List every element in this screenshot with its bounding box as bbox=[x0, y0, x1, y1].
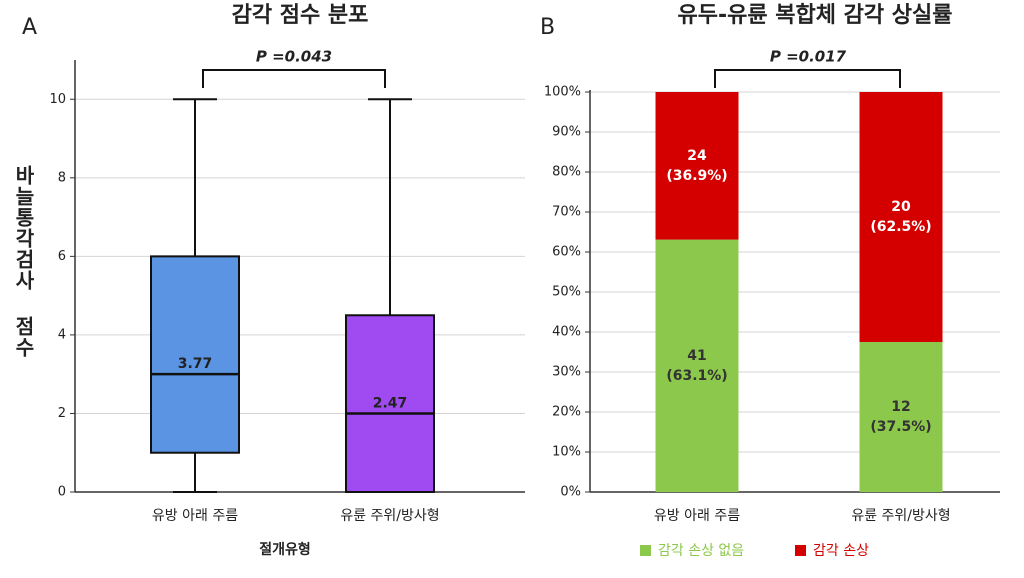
y-tick-label: 40% bbox=[552, 325, 581, 340]
x-tick-label: 유방 아래 주름 bbox=[152, 508, 238, 524]
y-tick-label: 90% bbox=[552, 125, 581, 140]
p-value: P =0.017 bbox=[770, 48, 847, 66]
y-tick-label: 50% bbox=[552, 285, 581, 300]
panel-label: A bbox=[22, 15, 37, 40]
bar-segment bbox=[655, 239, 739, 492]
y-axis-label: 바늘통각검사 점수 bbox=[12, 165, 36, 358]
legend-swatch bbox=[640, 545, 651, 556]
significance-bracket bbox=[202, 69, 386, 88]
box bbox=[345, 314, 435, 494]
y-tick-label: 70% bbox=[552, 205, 581, 220]
value-label: (62.5%) bbox=[870, 219, 931, 235]
value-label: (63.1%) bbox=[666, 368, 727, 384]
bar-segment bbox=[859, 92, 943, 342]
y-tick-label: 8 bbox=[58, 170, 66, 185]
significance-bracket bbox=[714, 69, 901, 88]
y-tick-label: 30% bbox=[552, 365, 581, 380]
chart-title: 유두-유륜 복합체 감각 상실률 bbox=[678, 2, 953, 28]
x-axis-label: 절개유형 bbox=[259, 541, 311, 558]
y-tick-label: 10% bbox=[552, 445, 581, 460]
count-label: 41 bbox=[687, 348, 706, 364]
x-tick-label: 유방 아래 주름 bbox=[654, 508, 740, 524]
y-tick-label: 4 bbox=[58, 327, 66, 342]
y-tick-label: 0 bbox=[58, 485, 66, 500]
y-tick-label: 2 bbox=[58, 406, 66, 421]
x-tick-label: 유륜 주위/방사형 bbox=[851, 508, 950, 524]
y-tick-label: 20% bbox=[552, 405, 581, 420]
mean-label: 3.77 bbox=[178, 356, 213, 372]
bar-segment bbox=[859, 342, 943, 492]
y-tick-label: 10 bbox=[49, 92, 66, 107]
value-label: (37.5%) bbox=[870, 419, 931, 435]
y-tick-label: 60% bbox=[552, 245, 581, 260]
count-label: 20 bbox=[891, 199, 911, 215]
box bbox=[150, 255, 240, 454]
bar-segment bbox=[655, 92, 739, 240]
x-tick-label: 유륜 주위/방사형 bbox=[340, 508, 439, 524]
count-label: 24 bbox=[687, 148, 707, 164]
panel-label: B bbox=[540, 15, 555, 40]
y-tick-label: 0% bbox=[560, 485, 581, 500]
p-value: P =0.043 bbox=[256, 48, 332, 66]
count-label: 12 bbox=[891, 399, 910, 415]
y-tick-label: 6 bbox=[58, 249, 66, 264]
legend-label: 감각 손상 없음 bbox=[658, 543, 744, 559]
legend-swatch bbox=[795, 545, 806, 556]
mean-label: 2.47 bbox=[373, 395, 408, 411]
legend-label: 감각 손상 bbox=[813, 543, 869, 559]
y-tick-label: 100% bbox=[544, 85, 581, 100]
y-tick-label: 80% bbox=[552, 165, 581, 180]
chart-title: 감각 점수 분포 bbox=[232, 3, 369, 28]
value-label: (36.9%) bbox=[666, 168, 727, 184]
